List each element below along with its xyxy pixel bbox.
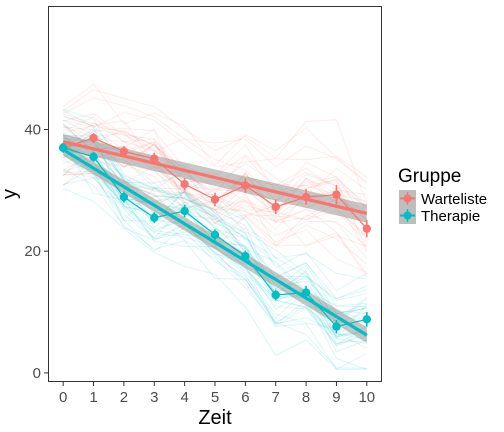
x-tick-label: 1 xyxy=(89,389,97,406)
trajectory-line xyxy=(62,133,367,345)
trajectory-line xyxy=(62,166,367,370)
trajectory-line xyxy=(63,134,367,300)
x-tick-label: 7 xyxy=(272,389,280,406)
x-tick-label: 9 xyxy=(332,389,340,406)
mean-point xyxy=(210,230,220,239)
legend-label: Therapie xyxy=(421,208,480,225)
trajectory-line xyxy=(62,142,367,315)
mean-point xyxy=(241,251,250,261)
trajectory-line xyxy=(62,141,367,338)
legend-key-point xyxy=(403,194,412,203)
legend-item: Warteliste xyxy=(399,190,487,208)
mean-point xyxy=(332,190,341,199)
trajectory-line xyxy=(63,159,368,370)
legend-label: Warteliste xyxy=(421,191,487,208)
mean-point xyxy=(362,315,372,324)
mean-point xyxy=(271,290,280,300)
legend-title: Gruppe xyxy=(398,166,461,187)
mean-point xyxy=(180,206,189,216)
x-tick-label: 0 xyxy=(59,389,67,406)
trajectory-line xyxy=(62,89,368,205)
mean-point xyxy=(89,133,98,143)
mean-point xyxy=(89,152,98,162)
mean-point xyxy=(58,143,68,152)
mean-point xyxy=(210,195,220,204)
trajectory-line xyxy=(62,83,368,183)
x-tick-label: 10 xyxy=(358,389,375,406)
mean-point xyxy=(119,192,129,202)
x-tick-label: 5 xyxy=(211,389,219,406)
mean-point xyxy=(301,192,311,202)
trajectory-line xyxy=(62,188,367,370)
mean-point xyxy=(362,224,372,233)
y-tick-label: 40 xyxy=(24,122,41,139)
trajectory-line xyxy=(62,154,368,275)
mean-point xyxy=(119,147,129,156)
axes: 0 1 2 3 4 5 6 7 8 9 10 0 20 40 xyxy=(24,122,375,406)
mean-point xyxy=(180,180,189,189)
mean-point xyxy=(332,322,341,331)
trajectory-line xyxy=(63,134,367,314)
y-axis-title: y xyxy=(0,189,21,199)
trajectory-line xyxy=(62,127,368,209)
regression-fits xyxy=(62,134,368,344)
trajectory-line xyxy=(62,142,368,349)
x-axis-title: Zeit xyxy=(198,407,232,429)
trajectory-line xyxy=(62,119,367,302)
trajectory-line xyxy=(62,97,368,184)
y-tick-label: 0 xyxy=(33,365,41,382)
x-tick-label: 6 xyxy=(241,389,249,406)
x-tick-label: 3 xyxy=(150,389,158,406)
mean-point xyxy=(150,213,159,222)
group-mean-series xyxy=(58,133,372,334)
individual-trajectories xyxy=(62,83,368,370)
x-tick-label: 4 xyxy=(180,389,188,406)
trajectory-line xyxy=(62,121,368,209)
trajectory-line xyxy=(62,142,368,243)
mean-point xyxy=(301,288,311,297)
trajectory-line xyxy=(63,132,367,324)
mean-point xyxy=(271,202,280,211)
trajectory-line xyxy=(62,168,367,369)
trajectory-line xyxy=(62,128,367,307)
panel-border xyxy=(48,6,382,382)
y-tick-label: 20 xyxy=(24,243,41,260)
x-tick-label: 2 xyxy=(120,389,128,406)
fit-line xyxy=(62,140,368,216)
trajectory-line xyxy=(63,143,367,315)
mean-point xyxy=(241,181,250,190)
trajectory-line xyxy=(63,112,368,178)
mean-point xyxy=(150,154,159,163)
legend-key-point xyxy=(403,211,412,220)
trajectory-line xyxy=(63,120,368,215)
legend-item: Therapie xyxy=(399,207,480,225)
x-tick-label: 8 xyxy=(302,389,310,406)
